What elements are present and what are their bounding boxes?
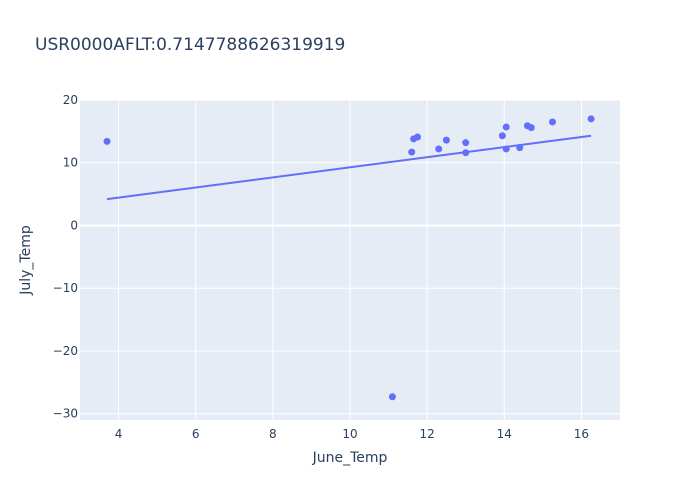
chart-title: USR0000AFLT:0.7147788626319919	[35, 35, 345, 55]
x-tick-label: 14	[497, 427, 512, 441]
data-points	[103, 115, 595, 401]
data-point[interactable]	[498, 132, 506, 140]
data-point[interactable]	[435, 145, 443, 153]
x-tick-label: 8	[269, 427, 277, 441]
x-tick-label: 10	[342, 427, 357, 441]
y-tick-label: −20	[53, 344, 78, 358]
x-tick-label: 4	[115, 427, 123, 441]
data-point[interactable]	[388, 393, 396, 401]
data-point[interactable]	[516, 144, 524, 152]
data-point[interactable]	[442, 136, 450, 144]
grid-lines	[80, 99, 620, 420]
x-tick-label: 16	[574, 427, 589, 441]
tick-labels: 4 6 8 10 12 14 16 −30 −20 −10 0 10 20	[53, 93, 589, 441]
y-tick-label: −30	[53, 407, 78, 421]
data-point[interactable]	[502, 145, 510, 153]
y-tick-label: 20	[63, 93, 78, 107]
y-tick-label: 0	[70, 218, 78, 232]
data-point[interactable]	[408, 148, 416, 156]
x-tick-label: 12	[420, 427, 435, 441]
y-tick-label: −10	[53, 281, 78, 295]
x-axis-title: June_Temp	[312, 450, 388, 466]
data-point[interactable]	[462, 149, 470, 157]
data-point[interactable]	[462, 139, 470, 147]
data-point[interactable]	[103, 137, 111, 145]
data-point[interactable]	[549, 118, 556, 126]
data-point[interactable]	[527, 124, 535, 132]
y-tick-label: 10	[63, 156, 78, 170]
y-axis-title: July_Temp	[18, 225, 34, 296]
x-tick-label: 6	[192, 427, 200, 441]
data-point[interactable]	[502, 123, 510, 131]
trend-line	[106, 134, 592, 201]
data-point[interactable]	[414, 133, 421, 141]
data-point[interactable]	[587, 115, 595, 123]
